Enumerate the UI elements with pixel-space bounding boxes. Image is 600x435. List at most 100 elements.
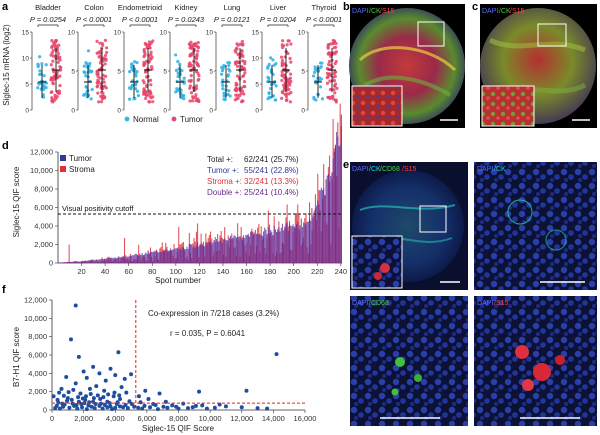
normal-dot [320, 61, 324, 65]
tumor-dot [234, 62, 238, 66]
legend-stroma-swatch [60, 166, 66, 172]
y-tick-label: 5 [117, 69, 121, 76]
tumor-bar [237, 236, 239, 263]
p-value: P = 0.0254 [30, 15, 66, 24]
tumor-bar [218, 241, 220, 263]
tumor-bar [244, 237, 246, 263]
tumor-bar [158, 252, 160, 263]
normal-dot [175, 79, 179, 84]
p-value: P = 0.0121 [214, 15, 250, 24]
tumor-bar [161, 251, 163, 263]
scatter-point [103, 378, 108, 383]
tumor-bar [189, 244, 192, 263]
tumor-dot [103, 62, 107, 66]
tumor-dot [97, 100, 101, 104]
tumor-dot [235, 83, 239, 87]
stroma-bar [138, 244, 140, 263]
p-value: P = 0.0204 [260, 15, 296, 24]
tumor-bar [60, 262, 62, 263]
tumor-dot [328, 63, 333, 67]
tumor-dot [243, 60, 247, 64]
tumor-dot [327, 73, 331, 77]
normal-dot [135, 79, 139, 84]
tumor-dot [56, 60, 60, 64]
tumor-bar [193, 245, 195, 263]
tumor-dot [104, 57, 108, 61]
tumor-bar [142, 255, 144, 263]
tumor-bar [299, 225, 301, 263]
y-tick-label: 2,000 [34, 240, 53, 249]
panel-label-f: f [2, 284, 6, 296]
tumor-bar [106, 258, 108, 263]
tumor-bar [155, 250, 157, 263]
tumor-bar [102, 259, 104, 263]
panel-label-c: c [472, 1, 478, 13]
scatter-point [102, 402, 107, 407]
panel-f-ylabel: B7-H1 QIF score [12, 326, 21, 387]
tumor-bar [204, 246, 206, 263]
tumor-bar [210, 242, 212, 263]
tumor-dot [102, 80, 106, 84]
tumor-bar [129, 256, 131, 263]
tumor-bar [165, 249, 167, 263]
tumor-bar [116, 257, 118, 263]
tumor-bar [245, 235, 247, 263]
tumor-bar [186, 246, 188, 263]
tumor-bar [159, 252, 161, 263]
tumor-bar [234, 236, 236, 263]
tumor-dot [52, 74, 57, 78]
scatter-point [113, 405, 118, 410]
y-tick-label: 0 [255, 108, 259, 115]
tumor-dot [240, 99, 244, 103]
tumor-bar [98, 259, 100, 263]
tumor-bar [114, 257, 116, 263]
tumor-bar [232, 237, 234, 263]
tumor-bar [188, 244, 190, 263]
tumor-dot [327, 60, 332, 64]
normal-dot [38, 55, 42, 59]
y-tick-label: 8,000 [28, 332, 47, 341]
y-tick-label: 6,000 [34, 203, 53, 212]
normal-dot [269, 68, 273, 72]
y-tick-label: 12,000 [30, 148, 53, 157]
tumor-bar [254, 229, 256, 263]
tumor-bar [276, 231, 278, 263]
tumor-bar [134, 253, 136, 263]
tumor-bar [72, 261, 74, 263]
scatter-point [51, 394, 56, 399]
tumor-dot [188, 64, 193, 68]
tumor-bar [221, 242, 223, 263]
scatter-point [97, 403, 102, 408]
panel-label-d: d [2, 140, 9, 152]
tumor-bar [258, 234, 260, 263]
normal-dot [36, 86, 40, 90]
tumor-bar [310, 220, 312, 263]
x-tick-label: 80 [148, 267, 156, 276]
tissue-name: Endometrioid [118, 3, 162, 12]
tumor-bar [305, 224, 307, 263]
tumor-dot [58, 55, 62, 59]
scatter-point [212, 405, 217, 410]
tumor-bar [304, 223, 306, 263]
tumor-bar [160, 252, 162, 263]
panel-b-stain-dapi: DAPI [352, 8, 368, 15]
tumor-dot [240, 89, 245, 93]
scatter-point [146, 397, 151, 401]
tumor-dot [189, 91, 194, 95]
scatter-point [76, 354, 81, 359]
tumor-dot [149, 50, 153, 54]
tumor-bar [128, 255, 130, 263]
tumor-dot [325, 81, 330, 85]
tumor-dot [289, 72, 293, 76]
x-tick-label: 220 [311, 267, 324, 276]
tumor-dot [145, 93, 149, 97]
tumor-dot [105, 46, 109, 50]
panel-label-b: b [343, 1, 350, 13]
tumor-dot [147, 40, 151, 44]
scatter-point [55, 397, 60, 402]
x-tick-label: 120 [193, 267, 206, 276]
normal-dot [130, 63, 134, 67]
scatter-point [94, 384, 99, 389]
scatter-point [148, 405, 153, 410]
